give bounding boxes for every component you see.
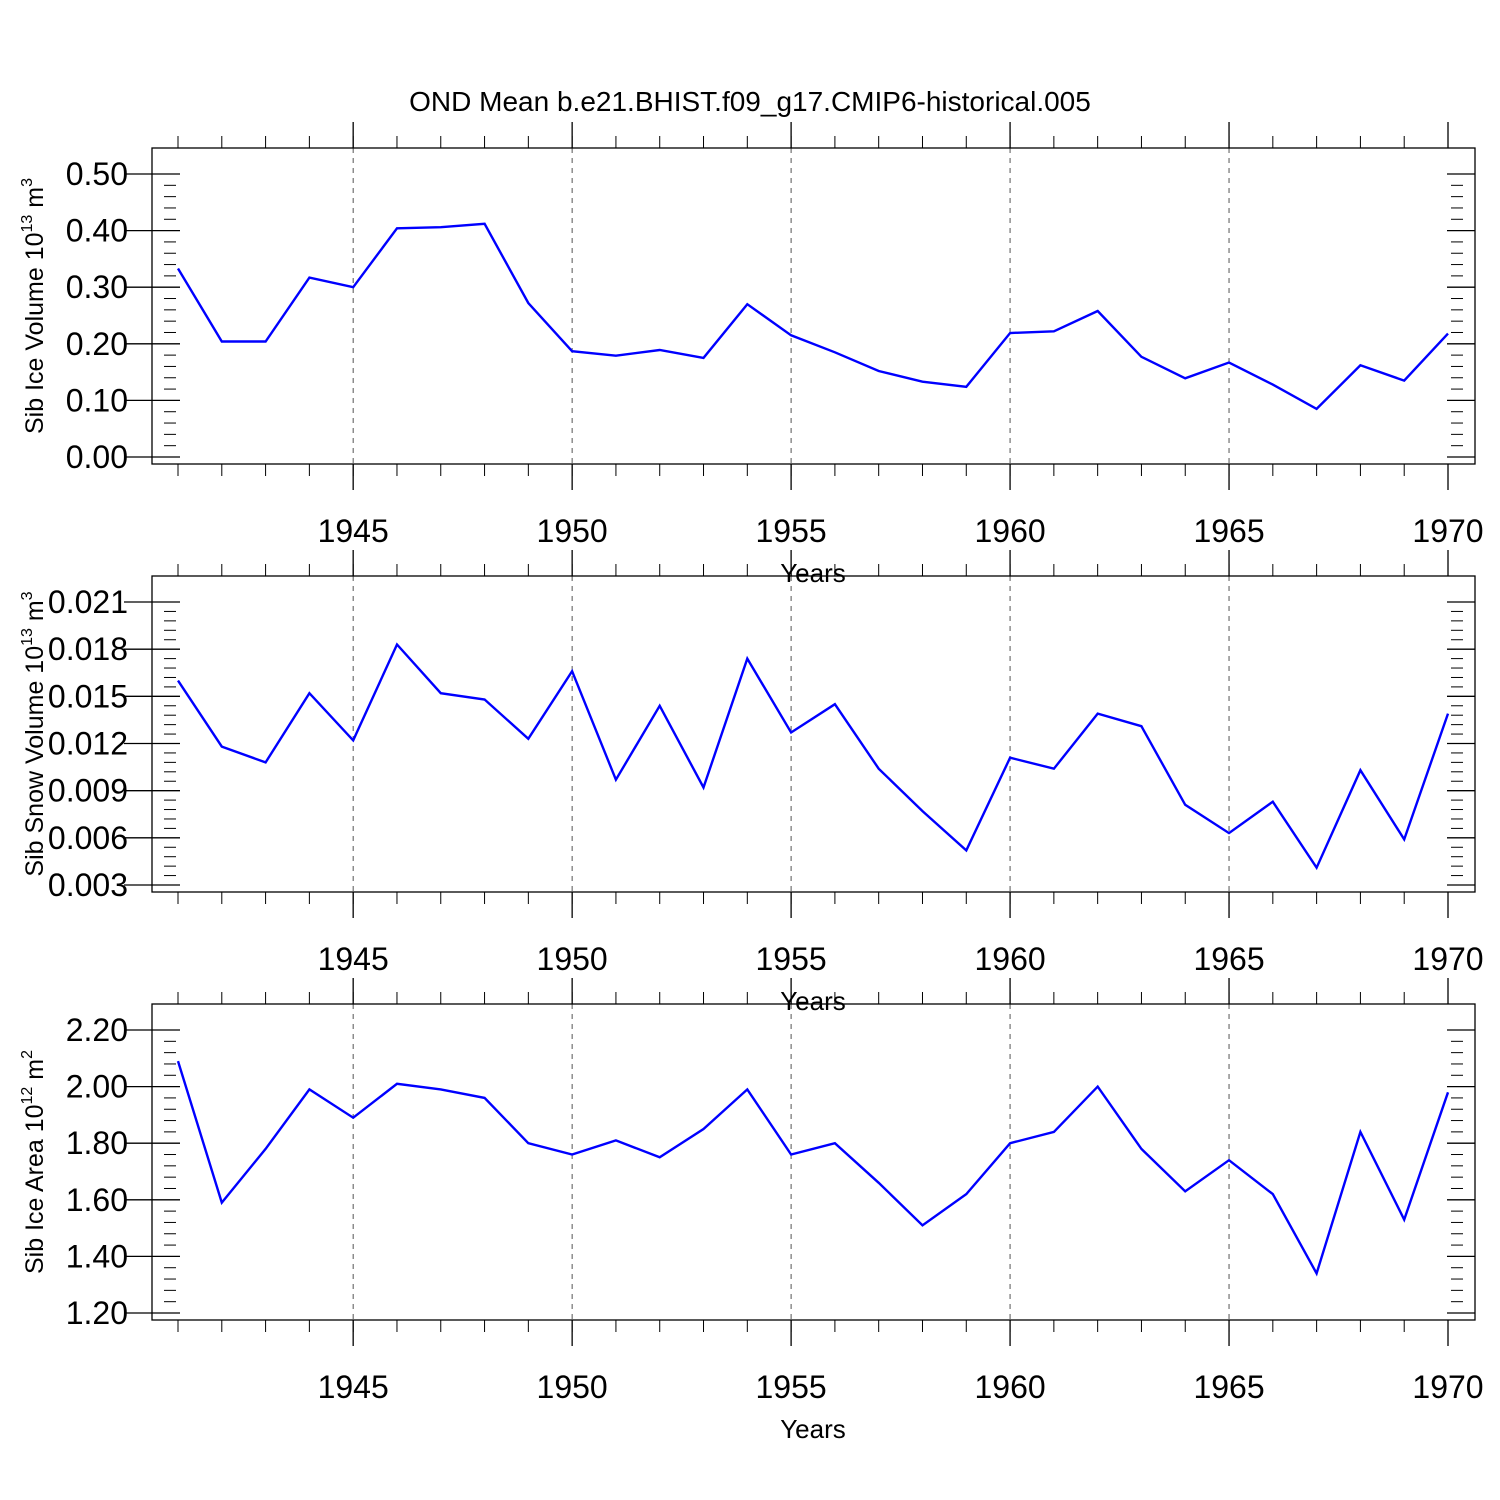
y-axis-label: Sib Ice Area 1012 m2: [19, 1050, 49, 1274]
series-line: [176, 1060, 1450, 1277]
x-tick-label: 1965: [1193, 941, 1264, 977]
y-tick-label: 0.018: [48, 631, 128, 667]
y-tick-label: 1.20: [66, 1295, 128, 1331]
x-tick-label: 1945: [318, 1369, 389, 1405]
y-tick-label: 0.50: [66, 156, 128, 192]
x-tick-label: 1950: [537, 513, 608, 549]
x-axis-label: Years: [780, 1414, 846, 1444]
x-tick-label: 1945: [318, 941, 389, 977]
x-axis-label: Years: [780, 986, 846, 1016]
x-tick-label: 1945: [318, 513, 389, 549]
x-tick-label: 1950: [537, 941, 608, 977]
x-axis-label: Years: [780, 558, 846, 588]
y-tick-label: 0.00: [66, 439, 128, 475]
x-tick-label: 1955: [756, 513, 827, 549]
y-tick-label: 0.20: [66, 326, 128, 362]
y-tick-label: 2.20: [66, 1012, 128, 1048]
y-tick-label: 2.00: [66, 1069, 128, 1105]
x-tick-label: 1955: [756, 941, 827, 977]
series-line: [177, 642, 1450, 871]
x-tick-label: 1950: [537, 1369, 608, 1405]
x-tick-label: 1955: [756, 1369, 827, 1405]
y-tick-label: 0.021: [48, 584, 128, 620]
plot-frame: [151, 1003, 1476, 1321]
x-tick-label: 1965: [1193, 513, 1264, 549]
y-tick-label: 1.60: [66, 1182, 128, 1218]
y-tick-label: 0.009: [48, 773, 128, 809]
y-tick-label: 0.30: [66, 269, 128, 305]
y-tick-label: 0.003: [48, 867, 128, 903]
y-tick-label: 1.40: [66, 1238, 128, 1274]
panel-3: 1.20 1.40 1.60 1.80 2.00 2.20 1945 1950 1955 1960…: [19, 978, 1484, 1444]
plot-frame: [151, 147, 1476, 465]
panel-1: 0.00 0.10 0.20 0.30 0.40 0.50 1945 1950 1955 1960…: [19, 122, 1484, 588]
figure-title: OND Mean b.e21.BHIST.f09_g17.CMIP6-histo…: [409, 86, 1091, 117]
y-axis-label: Sib Snow Volume 1013 m3: [19, 591, 49, 876]
x-tick-label: 1960: [974, 941, 1045, 977]
x-tick-label: 1970: [1412, 941, 1483, 977]
x-tick-label: 1960: [974, 1369, 1045, 1405]
plot-frame: [151, 575, 1476, 893]
y-tick-label: 0.40: [66, 213, 128, 249]
x-tick-label: 1970: [1412, 513, 1483, 549]
x-tick-label: 1970: [1412, 1369, 1483, 1405]
x-tick-label: 1960: [974, 513, 1045, 549]
y-tick-label: 0.015: [48, 678, 128, 714]
series-line: [176, 222, 1449, 411]
panel-2: 0.003 0.006 0.009 0.012 0.015 0.018 0.021 1945 1…: [19, 550, 1484, 1016]
y-tick-label: 0.006: [48, 820, 128, 856]
y-tick-label: 0.10: [66, 382, 128, 418]
y-tick-label: 0.012: [48, 726, 128, 762]
y-axis-label: Sib Ice Volume 1013 m3: [19, 178, 49, 434]
panels: 0.00 0.10 0.20 0.30 0.40 0.50 1945 1950 1955 1960…: [19, 122, 1484, 1444]
y-tick-label: 1.80: [66, 1125, 128, 1161]
x-tick-label: 1965: [1193, 1369, 1264, 1405]
